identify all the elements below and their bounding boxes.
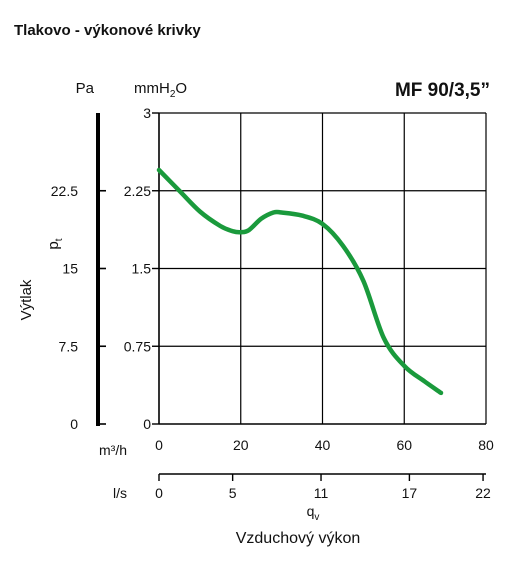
series-curve [156, 167, 444, 396]
y-axis-symbol: pt [45, 238, 65, 249]
y-tick-label-mmh2o: 2.25 [124, 183, 151, 199]
x-unit-ls: l/s [113, 485, 127, 501]
pa-tick-label: 15 [62, 261, 78, 277]
x-tick-label-ls: 11 [314, 485, 329, 501]
y-tick-label-mmh2o: 0 [143, 416, 151, 432]
pa-tick-label: 22.5 [51, 183, 78, 199]
pa-tick-label: 7.5 [59, 338, 79, 354]
x-tick-label-ls: 5 [229, 485, 237, 501]
x-tick-label-ls: 17 [402, 485, 418, 501]
y-unit-mmh2o: mmH2O [134, 80, 187, 100]
x-tick-label-ls: 22 [475, 485, 491, 501]
y-tick-label-mmh2o: 1.5 [132, 261, 152, 277]
x-tick-label-m3h: 40 [315, 437, 331, 453]
page-heading: Tlakovo - výkonové krivky [14, 22, 201, 39]
chart-title: MF 90/3,5” [395, 80, 490, 101]
x-tick-label-m3h: 0 [155, 437, 163, 453]
x-unit-m3h: m³/h [99, 442, 127, 458]
x-tick-label-ls: 0 [155, 485, 163, 501]
y-unit-pa: Pa [76, 80, 95, 97]
x-tick-label-m3h: 60 [396, 437, 412, 453]
y-axis-label: Výtlak [18, 279, 35, 320]
y-tick-label-mmh2o: 0.75 [124, 338, 151, 354]
x-tick-label-m3h: 20 [233, 437, 249, 453]
pa-tick-label: 0 [70, 416, 78, 432]
y-tick-label-mmh2o: 3 [143, 105, 151, 121]
x-axis-symbol: qv [307, 503, 320, 523]
x-axis-label: Vzduchový výkon [236, 530, 361, 547]
x-tick-label-m3h: 80 [478, 437, 494, 453]
